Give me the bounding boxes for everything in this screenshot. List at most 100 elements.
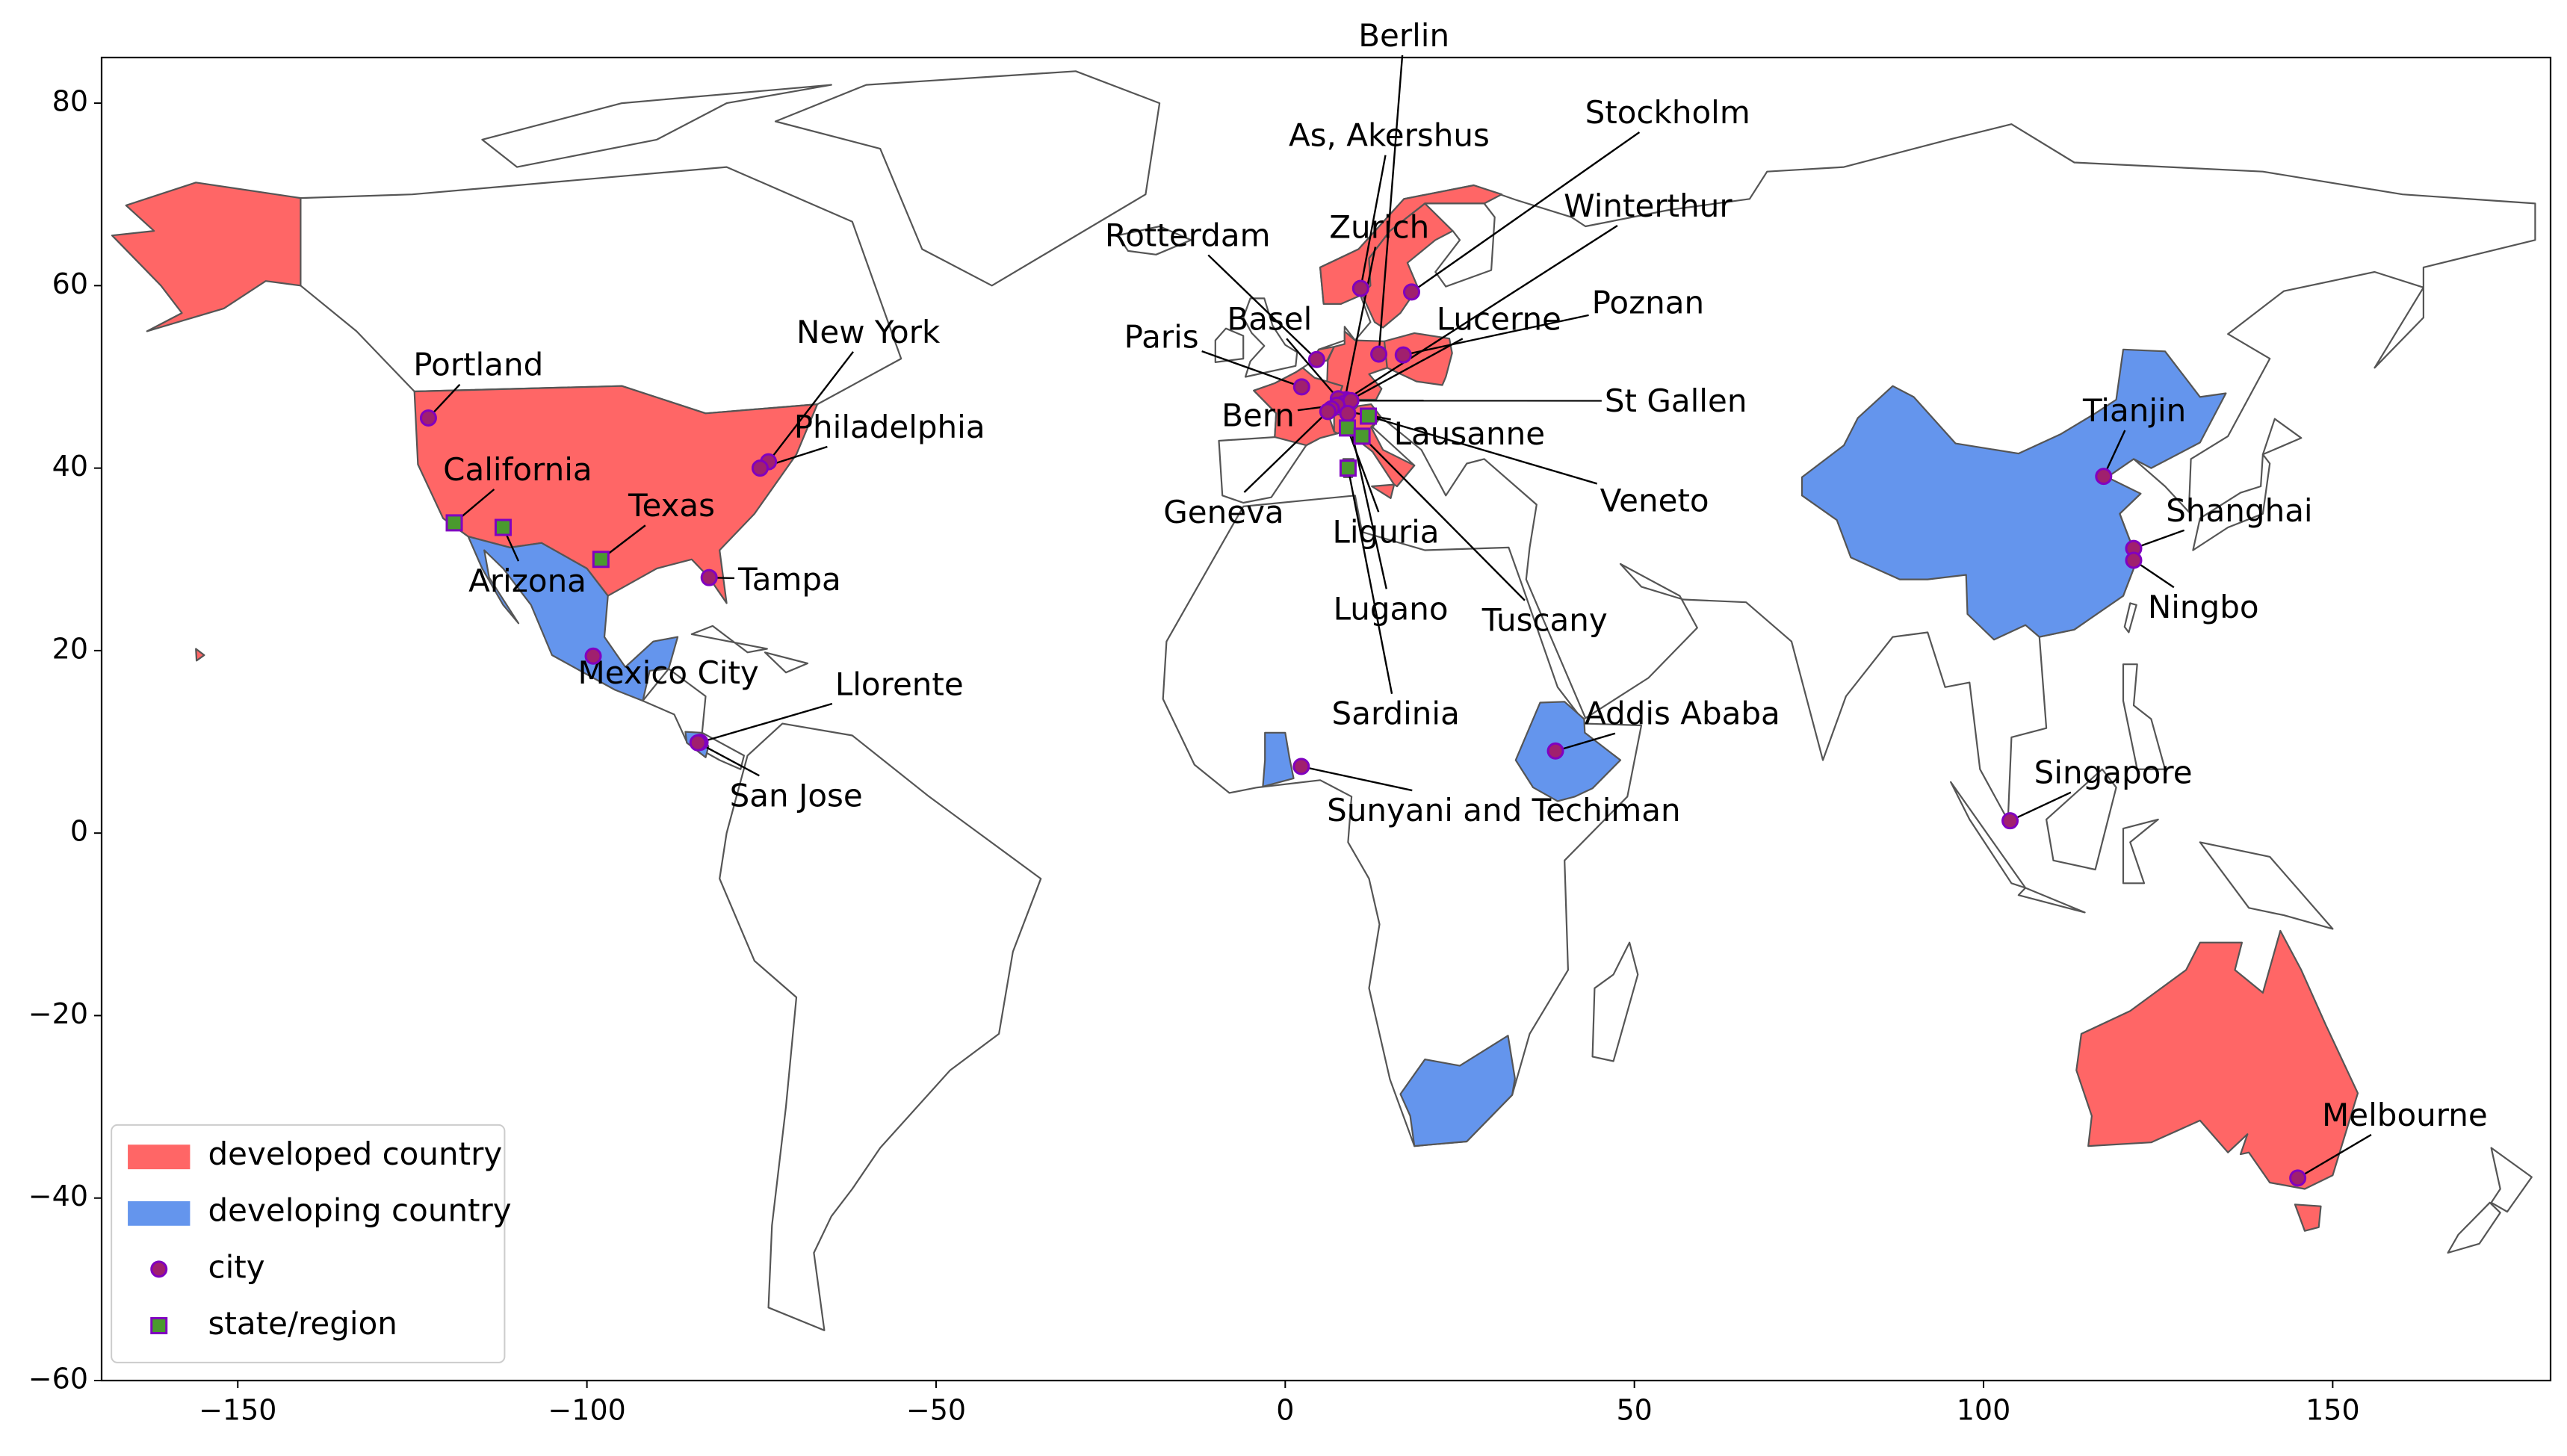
city-marker [1339,404,1357,422]
city-marker [1394,346,1412,364]
state-marker [1339,419,1357,437]
country [1514,701,1622,802]
x-tick-label: 50 [1616,1394,1652,1427]
country [2122,663,2167,770]
point-label: Lucerne [1437,300,1561,337]
point-label: Winterthur [1564,188,1733,224]
y-tick-label: −20 [28,997,88,1030]
country [1371,483,1396,499]
legend-marker [150,1260,168,1278]
country [2017,887,2086,914]
city-marker [1351,279,1369,297]
city-marker [2125,551,2143,569]
point-label: California [443,451,592,488]
country [1214,327,1245,363]
leader-line [697,742,760,777]
country [1424,202,1496,288]
point-label: Portland [413,347,543,383]
country [2122,818,2159,885]
leader-line [1378,55,1404,355]
y-tick-label: 0 [70,815,88,848]
leader-line [1347,468,1393,694]
x-tick-label: 150 [2306,1394,2360,1427]
point-label: New York [796,314,941,350]
point-label: Tianjin [2082,392,2186,429]
country [2261,418,2303,456]
point-label: Liguria [1333,513,1440,550]
point-label: As, Akershus [1289,117,1490,154]
plot-frame [100,56,2552,1382]
country [774,70,1161,287]
leader-line [1301,765,1413,792]
city-marker [2001,812,2019,830]
legend-patch [128,1201,191,1226]
point-label: Arizona [468,563,586,599]
legend-box [111,1124,506,1363]
legend-label: developing country [208,1192,512,1229]
city-marker [1403,283,1421,301]
x-tick-label: −50 [906,1394,966,1427]
country [2123,602,2137,633]
leader-line [1207,254,1318,361]
point-label: Geneva [1163,494,1284,530]
x-tick-label: −150 [199,1394,276,1427]
point-label: Bern [1221,397,1295,434]
state-marker [1339,459,1357,477]
leader-line [1411,131,1641,293]
country [1262,731,1295,787]
country [1591,941,1639,1062]
city-marker [1546,742,1564,760]
city-marker [1292,758,1310,775]
point-label: Poznan [1592,284,1705,320]
point-label: Texas [628,487,715,524]
x-tick-label: −100 [548,1394,625,1427]
leader-line [2133,529,2185,550]
y-tick-label: 40 [52,450,88,483]
leader-line [2297,1133,2372,1179]
point-label: Berlin [1358,17,1449,54]
city-marker [751,459,769,477]
country [1361,202,1454,329]
country [2490,1147,2533,1213]
state-marker [1360,407,1378,425]
legend-label: developed country [208,1136,503,1172]
legend-marker [150,1317,168,1335]
country [1399,1035,1516,1147]
leader-line [1368,415,1598,485]
leader-line [1555,732,1616,752]
country [764,651,809,674]
state-marker [494,518,512,536]
country [690,625,768,654]
city-marker [1292,378,1310,396]
country [300,166,902,415]
point-label: Philadelphia [794,409,985,445]
legend-label: city [208,1248,265,1285]
leader-line [1345,224,1618,401]
point-label: Tuscany [1481,602,1608,639]
x-tick-label: 0 [1276,1394,1294,1427]
country [2075,929,2359,1190]
country [1242,297,1298,378]
country [2294,1203,2322,1232]
country [111,182,302,332]
point-label: San Jose [730,777,863,814]
country [1116,225,1192,255]
point-label: Singapore [2034,755,2193,791]
state-marker [1353,427,1371,445]
leader-line [1201,350,1302,388]
country [1950,781,2027,889]
country [2199,841,2334,930]
city-marker [419,409,437,427]
city-marker [700,569,718,586]
point-label: Llorente [835,666,964,702]
point-label: Tampa [737,561,841,598]
point-label: Sardinia [1332,696,1460,732]
city-marker [2289,1169,2307,1187]
point-label: Mexico City [578,654,758,691]
leader-line [1286,338,1340,400]
city-marker [2095,468,2113,486]
state-marker [592,551,610,569]
leader-line [1343,247,1377,401]
y-tick-label: −40 [28,1180,88,1212]
